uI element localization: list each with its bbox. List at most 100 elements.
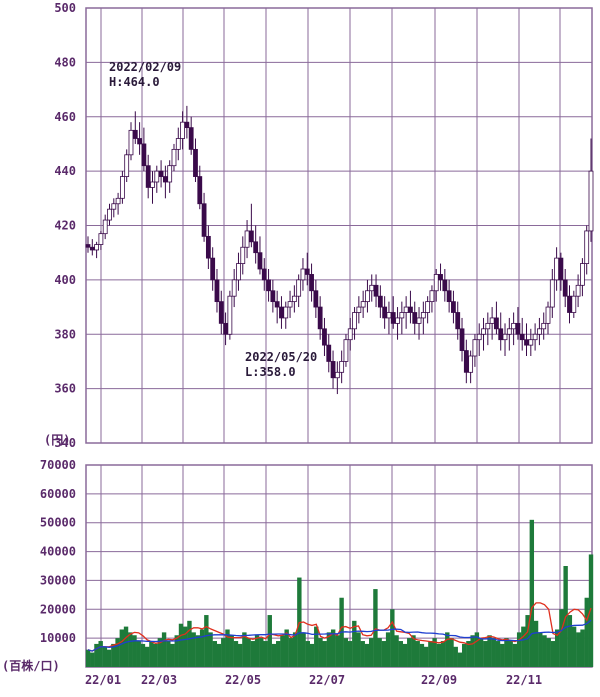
volume-bar xyxy=(153,643,158,667)
volume-bar xyxy=(445,632,450,667)
low-value-label: L:358.0 xyxy=(245,365,296,379)
candle-body xyxy=(369,284,375,292)
volume-bar xyxy=(550,641,556,667)
candle-body xyxy=(408,306,413,313)
candle-body xyxy=(472,339,478,357)
candle-body xyxy=(416,317,422,324)
candle-body xyxy=(481,328,486,335)
candle-body xyxy=(184,121,190,129)
candle-body xyxy=(98,233,104,245)
volume-bar xyxy=(263,641,268,667)
volume-bar xyxy=(588,554,594,667)
volume-bar xyxy=(411,635,416,667)
volume-bar xyxy=(191,632,196,667)
volume-bar xyxy=(474,632,480,667)
volume-bar xyxy=(576,632,581,667)
volume-bar xyxy=(229,635,234,667)
volume-bar xyxy=(495,641,501,667)
volume-bar xyxy=(567,615,573,667)
price-tick-label: 460 xyxy=(54,110,76,124)
volume-bar xyxy=(267,615,272,667)
candle-body xyxy=(85,244,91,248)
price-unit-label: (円) xyxy=(44,433,70,447)
candle-body xyxy=(567,295,572,313)
volume-ma-long-line xyxy=(87,619,592,652)
volume-bar xyxy=(432,638,437,667)
volume-tick-label: 50000 xyxy=(40,516,76,530)
volume-bar xyxy=(377,638,382,667)
volume-bar xyxy=(85,649,91,667)
candle-body xyxy=(313,290,319,308)
volume-bar xyxy=(221,638,226,667)
volume-bar xyxy=(212,641,218,667)
candle-body xyxy=(257,252,263,270)
x-tick-label: 22/01 xyxy=(85,673,121,687)
candle-body xyxy=(214,279,220,303)
candle-body xyxy=(554,257,560,281)
candle-body xyxy=(115,197,121,205)
volume-bar xyxy=(554,629,560,667)
candle-body xyxy=(489,317,495,324)
volume-bar xyxy=(546,638,551,667)
volume-tick-label: 40000 xyxy=(40,545,76,559)
candle-body xyxy=(150,181,155,188)
volume-bar xyxy=(276,641,281,667)
volume-bar xyxy=(440,641,446,667)
volume-bar xyxy=(390,609,395,667)
volume-bar xyxy=(246,638,251,667)
volume-ma-short-line xyxy=(87,602,592,652)
candle-body xyxy=(89,246,95,251)
volume-bar xyxy=(157,638,163,667)
volume-bar xyxy=(470,635,475,667)
high-date-label: 2022/02/09 xyxy=(109,60,181,74)
candle-body xyxy=(162,176,168,183)
candle-body xyxy=(377,295,383,308)
volume-bar xyxy=(398,641,403,667)
candle-body xyxy=(438,274,443,281)
candle-body xyxy=(433,274,439,292)
candle-body xyxy=(485,322,491,330)
candle-body xyxy=(468,355,474,373)
volume-bar xyxy=(115,638,120,667)
volume-bar xyxy=(199,629,205,667)
volume-bar xyxy=(373,589,378,667)
volume-bar xyxy=(525,615,530,667)
candle-body xyxy=(365,290,370,303)
candle-body xyxy=(476,333,482,341)
candle-body xyxy=(334,371,340,379)
candle-body xyxy=(223,322,228,335)
candle-body xyxy=(360,301,366,308)
candle-body xyxy=(451,301,456,313)
candle-body xyxy=(446,290,452,303)
candle-body xyxy=(584,230,590,264)
volume-bar xyxy=(407,638,412,667)
volume-bar xyxy=(111,643,116,667)
price-tick-label: 500 xyxy=(54,1,76,15)
price-tick-label: 420 xyxy=(54,219,76,233)
candle-body xyxy=(300,268,306,281)
candle-body xyxy=(132,129,138,139)
candle-body xyxy=(562,279,568,297)
volume-bar xyxy=(309,643,315,667)
candle-body xyxy=(420,312,426,319)
volume-bar xyxy=(385,632,391,667)
volume-tick-label: 60000 xyxy=(40,487,76,501)
volume-bar xyxy=(195,635,201,667)
candle-body xyxy=(532,333,538,341)
candle-body xyxy=(227,295,233,335)
volume-bar xyxy=(461,643,467,667)
volume-bar xyxy=(466,641,471,667)
candle-body xyxy=(145,165,151,188)
volume-bar xyxy=(90,652,95,667)
candle-body xyxy=(580,263,585,286)
volume-bar xyxy=(166,641,171,667)
candle-body xyxy=(291,295,297,303)
x-tick-label: 22/03 xyxy=(141,673,177,687)
volume-bar xyxy=(208,632,213,667)
candle-body xyxy=(193,148,198,177)
volume-bar xyxy=(183,626,188,667)
volume-bar xyxy=(187,620,192,667)
volume-bar xyxy=(98,641,103,667)
candle-body xyxy=(571,295,577,313)
